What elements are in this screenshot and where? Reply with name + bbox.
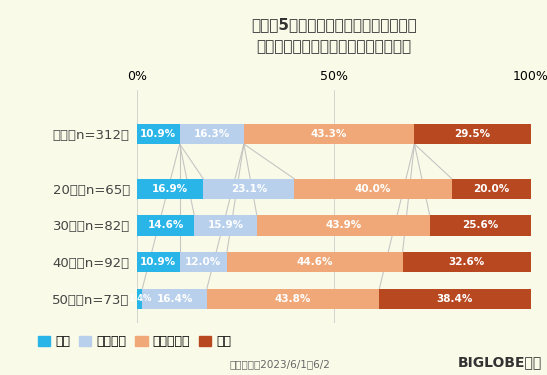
Text: 20.0%: 20.0% [473,184,509,194]
Bar [452,179,531,199]
Text: 10.9%: 10.9% [140,129,176,139]
Bar [194,215,257,236]
Bar [403,252,531,272]
Bar [137,289,142,309]
Text: 32.6%: 32.6% [449,257,485,267]
Text: BIGLOBE調べ: BIGLOBE調べ [457,356,542,369]
Bar [142,289,207,309]
Text: 43.9%: 43.9% [325,220,362,231]
Bar [203,179,294,199]
Bar [179,252,227,272]
Text: 38.4%: 38.4% [437,294,473,304]
Text: 23.1%: 23.1% [231,184,267,194]
Bar [244,124,415,144]
Text: 16.3%: 16.3% [194,129,230,139]
Text: 14.6%: 14.6% [147,220,184,231]
Bar [294,179,452,199]
Bar [415,124,531,144]
Text: 40.0%: 40.0% [355,184,391,194]
Text: 16.9%: 16.9% [152,184,188,194]
Title: コロナ5類移行後、初の夏のボーナスを
大きく使いたいという気持ちがあるか: コロナ5類移行後、初の夏のボーナスを 大きく使いたいという気持ちがあるか [251,17,417,54]
Legend: ある, ややある, あまりない, ない: ある, ややある, あまりない, ない [33,330,236,354]
Bar [227,252,403,272]
Bar [137,215,194,236]
Text: 43.8%: 43.8% [275,294,311,304]
Text: 調査期間：2023/6/1～6/2: 調査期間：2023/6/1～6/2 [230,359,330,369]
Text: 44.6%: 44.6% [296,257,333,267]
Text: 12.0%: 12.0% [185,257,222,267]
Text: 43.3%: 43.3% [311,129,347,139]
Bar [430,215,531,236]
Bar [137,124,179,144]
Text: 15.9%: 15.9% [207,220,243,231]
Bar [380,289,531,309]
Bar [137,179,203,199]
Bar [179,124,244,144]
Text: 10.9%: 10.9% [140,257,176,267]
Text: 1.4%: 1.4% [128,294,151,303]
Bar [207,289,380,309]
Bar [137,252,179,272]
Text: 29.5%: 29.5% [455,129,491,139]
Text: 16.4%: 16.4% [156,294,193,304]
Text: 25.6%: 25.6% [462,220,498,231]
Bar [257,215,430,236]
